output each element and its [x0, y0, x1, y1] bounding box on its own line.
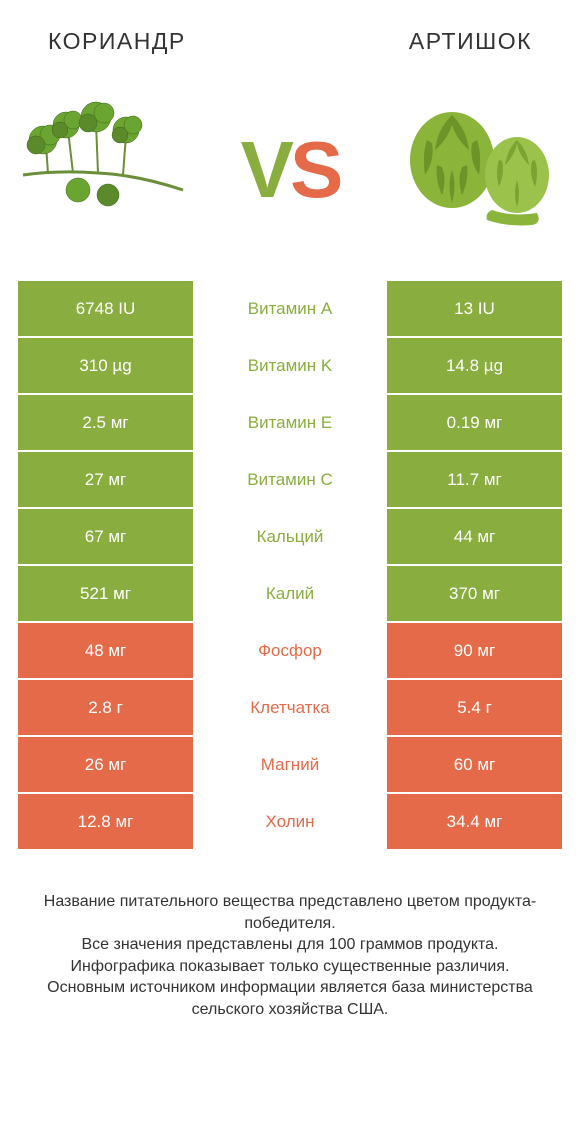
cell-right: 60 мг: [387, 737, 562, 792]
table-row: 6748 IUВитамин A13 IU: [18, 281, 562, 336]
cell-left: 6748 IU: [18, 281, 193, 336]
cell-right: 0.19 мг: [387, 395, 562, 450]
cell-left: 12.8 мг: [18, 794, 193, 849]
cell-right: 34.4 мг: [387, 794, 562, 849]
table-row: 67 мгКальций44 мг: [18, 509, 562, 564]
header: КОРИАНДР АРТИШОК: [0, 0, 580, 75]
cell-label: Калий: [193, 566, 387, 621]
cell-right: 14.8 µg: [387, 338, 562, 393]
table-row: 521 мгКалий370 мг: [18, 566, 562, 621]
cell-label: Витамин E: [193, 395, 387, 450]
footer-note: Название питательного вещества представл…: [0, 851, 580, 1021]
cell-label: Витамин K: [193, 338, 387, 393]
cell-right: 11.7 мг: [387, 452, 562, 507]
vs-s: S: [290, 125, 339, 214]
cell-left: 2.8 г: [18, 680, 193, 735]
cell-right: 90 мг: [387, 623, 562, 678]
cell-label: Магний: [193, 737, 387, 792]
title-left: КОРИАНДР: [48, 28, 186, 55]
footer-line: Все значения представлены для 100 граммо…: [20, 934, 560, 956]
cell-left: 521 мг: [18, 566, 193, 621]
cell-left: 67 мг: [18, 509, 193, 564]
cell-left: 310 µg: [18, 338, 193, 393]
cell-right: 13 IU: [387, 281, 562, 336]
hero: VS: [0, 75, 580, 275]
cell-left: 2.5 мг: [18, 395, 193, 450]
cell-left: 48 мг: [18, 623, 193, 678]
table-row: 48 мгФосфор90 мг: [18, 623, 562, 678]
footer-line: Основным источником информации является …: [20, 977, 560, 1020]
vs-label: VS: [241, 124, 340, 216]
comparison-table: 6748 IUВитамин A13 IU310 µgВитамин K14.8…: [0, 275, 580, 849]
cilantro-illustration: [18, 95, 193, 245]
footer-line: Название питательного вещества представл…: [20, 891, 560, 934]
cell-right: 44 мг: [387, 509, 562, 564]
title-right: АРТИШОК: [409, 28, 532, 55]
cell-label: Витамин A: [193, 281, 387, 336]
artichoke-illustration: [387, 95, 562, 245]
table-row: 2.8 гКлетчатка5.4 г: [18, 680, 562, 735]
cell-label: Фосфор: [193, 623, 387, 678]
table-row: 2.5 мгВитамин E0.19 мг: [18, 395, 562, 450]
cell-left: 26 мг: [18, 737, 193, 792]
cell-label: Клетчатка: [193, 680, 387, 735]
cell-left: 27 мг: [18, 452, 193, 507]
cell-right: 370 мг: [387, 566, 562, 621]
footer-line: Инфографика показывает только существенн…: [20, 956, 560, 978]
table-row: 12.8 мгХолин34.4 мг: [18, 794, 562, 849]
table-row: 27 мгВитамин C11.7 мг: [18, 452, 562, 507]
table-row: 310 µgВитамин K14.8 µg: [18, 338, 562, 393]
cell-label: Холин: [193, 794, 387, 849]
cell-right: 5.4 г: [387, 680, 562, 735]
cell-label: Кальций: [193, 509, 387, 564]
table-row: 26 мгМагний60 мг: [18, 737, 562, 792]
cell-label: Витамин C: [193, 452, 387, 507]
vs-v: V: [241, 125, 290, 214]
